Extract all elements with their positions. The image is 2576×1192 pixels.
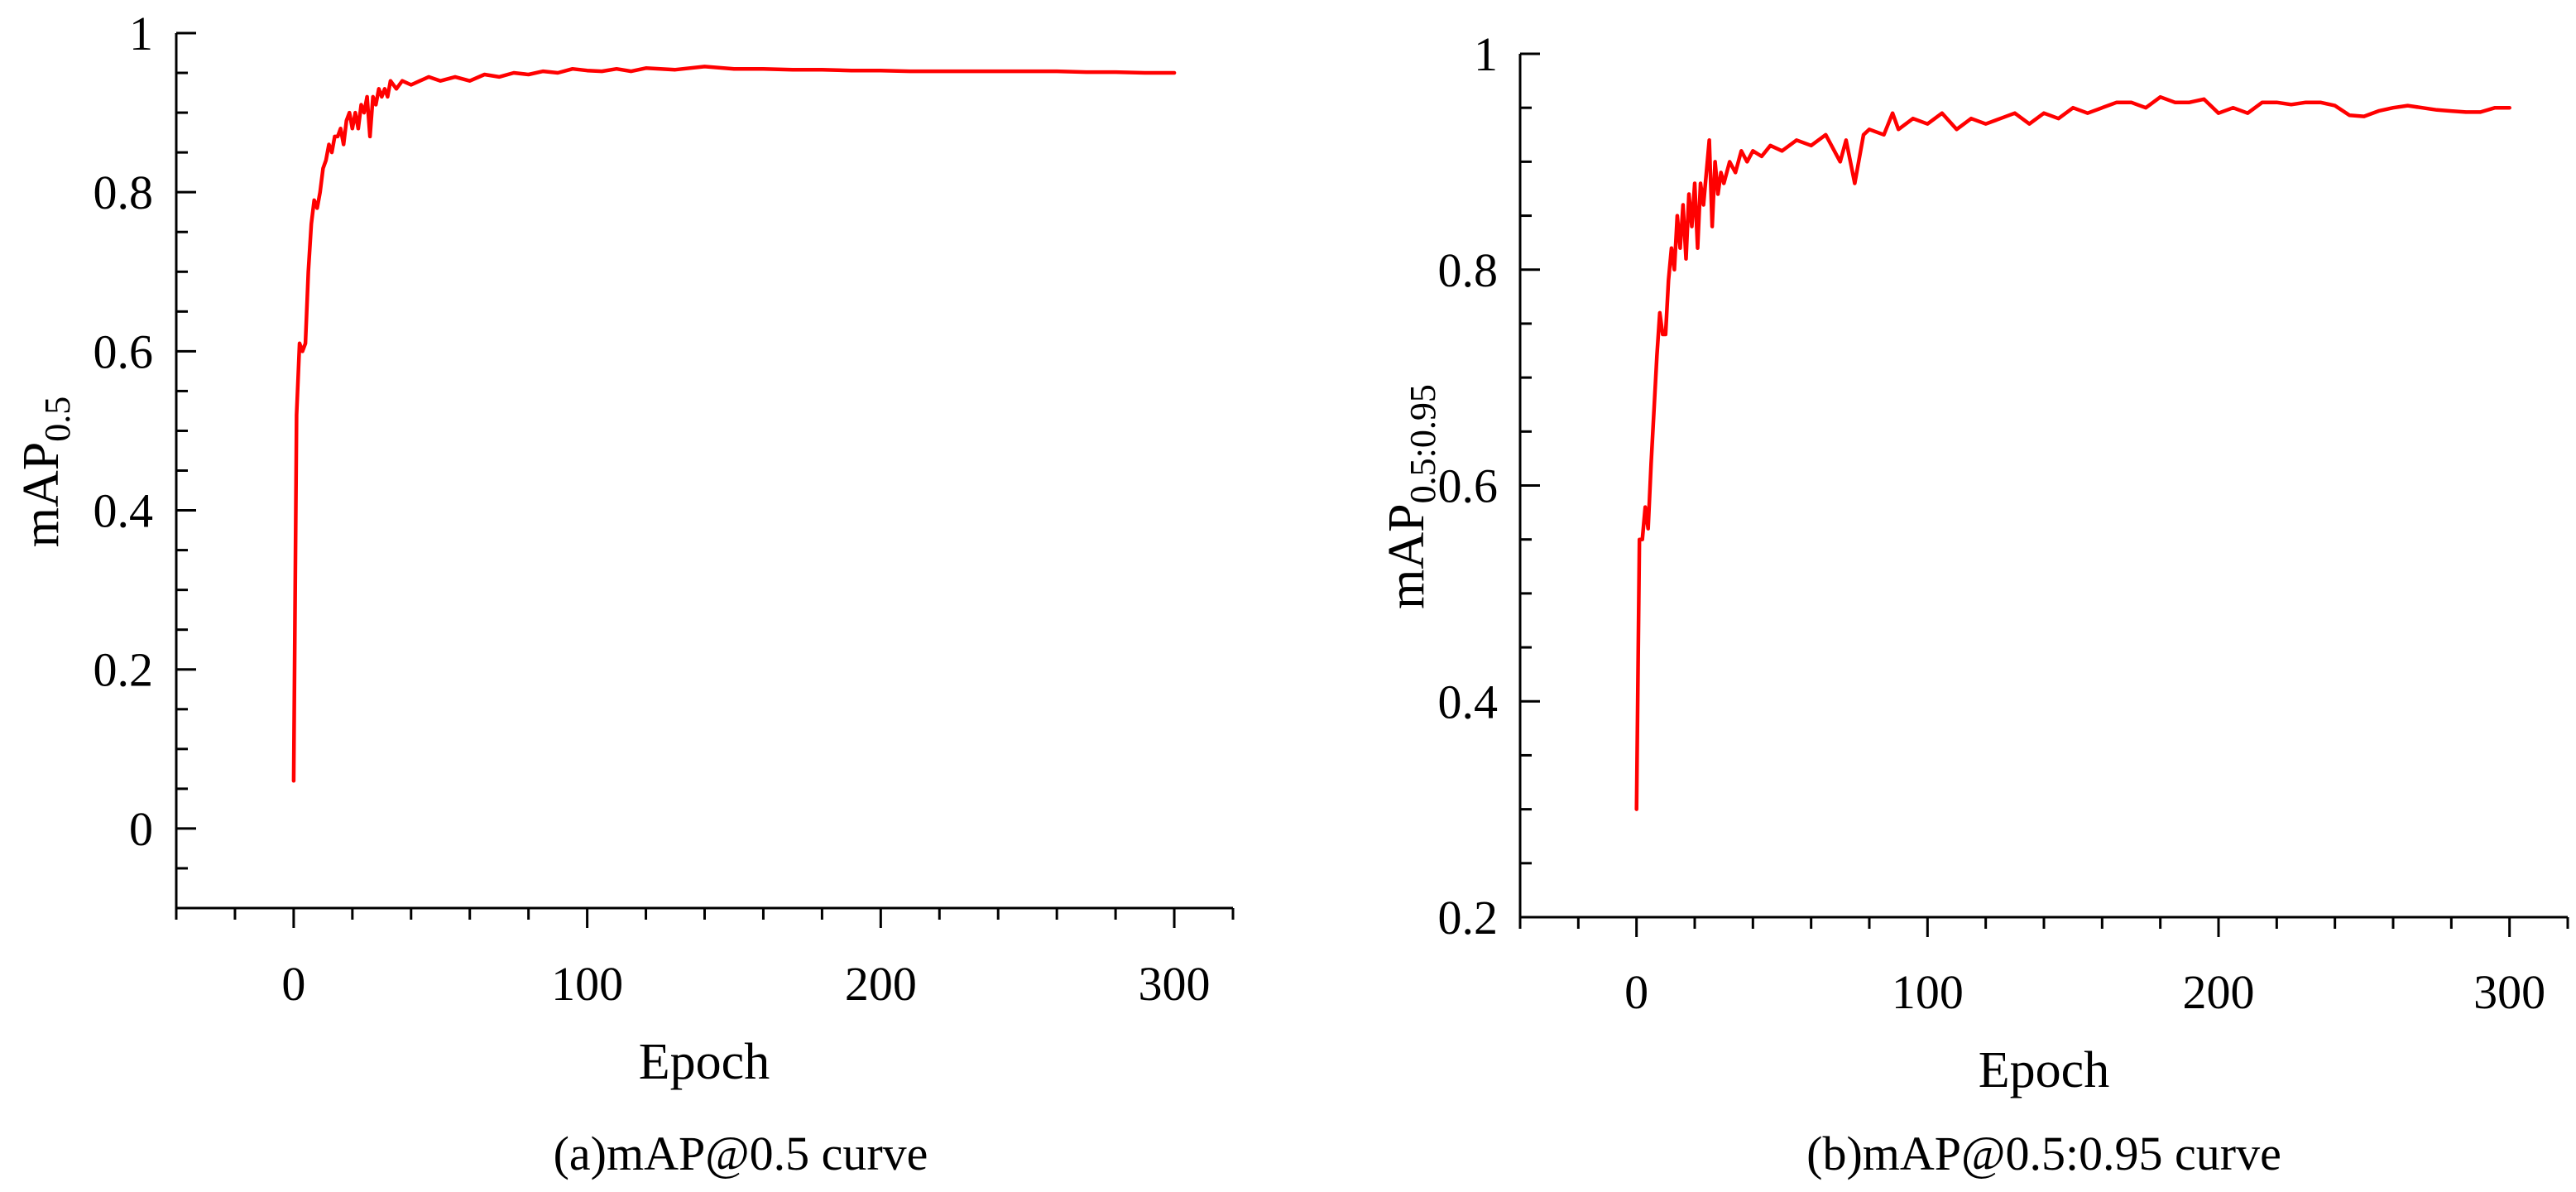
axis-ticks xyxy=(175,31,1235,928)
x-tick-label: 300 xyxy=(2473,965,2545,1019)
y-axis-title: mAP0.5 xyxy=(13,397,78,547)
series-group xyxy=(1634,94,2511,811)
x-tick-label: 100 xyxy=(1892,965,1964,1019)
x-tick-label: 100 xyxy=(551,957,623,1011)
y-axis-title-main: mAP xyxy=(13,442,70,547)
y-tick-label: 0.8 xyxy=(1438,243,1499,297)
x-tick-label: 0 xyxy=(281,957,305,1011)
y-axis-title: mAP0.5:0.95 xyxy=(1379,384,1443,609)
y-axis-title-main: mAP xyxy=(1379,503,1435,608)
chart-caption: (b)mAP@0.5:0.95 curve xyxy=(1806,1127,2281,1180)
series-group xyxy=(291,65,1177,783)
axis-ticks xyxy=(1518,52,2569,937)
tick-labels: 0 0.2 0.4 0.6 0.8 1 0 100 200 300 xyxy=(94,7,1211,1011)
y-tick-label: 0 xyxy=(129,802,153,856)
y-tick-label: 0.4 xyxy=(1438,675,1499,728)
y-tick-label: 0.2 xyxy=(1438,891,1499,944)
chart-panel-map50: 0 0.2 0.4 0.6 0.8 1 0 100 200 300 Epoch mAP0.5 (a… xyxy=(13,7,1235,1180)
series-line xyxy=(1634,94,2511,811)
y-axis-title-sub: 0.5:0.95 xyxy=(1403,384,1443,503)
y-tick-label: 0.2 xyxy=(94,643,154,697)
y-tick-label: 0.6 xyxy=(1438,459,1499,513)
y-tick-label: 1 xyxy=(1474,27,1498,81)
chart-caption: (a)mAP@0.5 curve xyxy=(554,1127,928,1180)
x-tick-label: 200 xyxy=(845,957,917,1011)
x-tick-label: 200 xyxy=(2183,965,2255,1019)
chart-panel-map50-95: 0.2 0.4 0.6 0.8 1 0 100 200 300 Epoch mAP0.5:0.9… xyxy=(1379,27,2569,1180)
x-tick-label: 0 xyxy=(1624,965,1648,1019)
y-axis-title-sub: 0.5 xyxy=(37,397,78,442)
y-tick-label: 0.6 xyxy=(94,324,154,378)
x-axis-title: Epoch xyxy=(639,1034,770,1090)
y-tick-label: 0.4 xyxy=(94,484,154,538)
x-axis-title: Epoch xyxy=(1979,1042,2109,1098)
y-tick-label: 1 xyxy=(129,7,153,60)
tick-labels: 0.2 0.4 0.6 0.8 1 0 100 200 300 xyxy=(1438,27,2546,1019)
y-tick-label: 0.8 xyxy=(94,166,154,219)
x-tick-label: 300 xyxy=(1139,957,1211,1011)
series-line xyxy=(291,65,1177,783)
